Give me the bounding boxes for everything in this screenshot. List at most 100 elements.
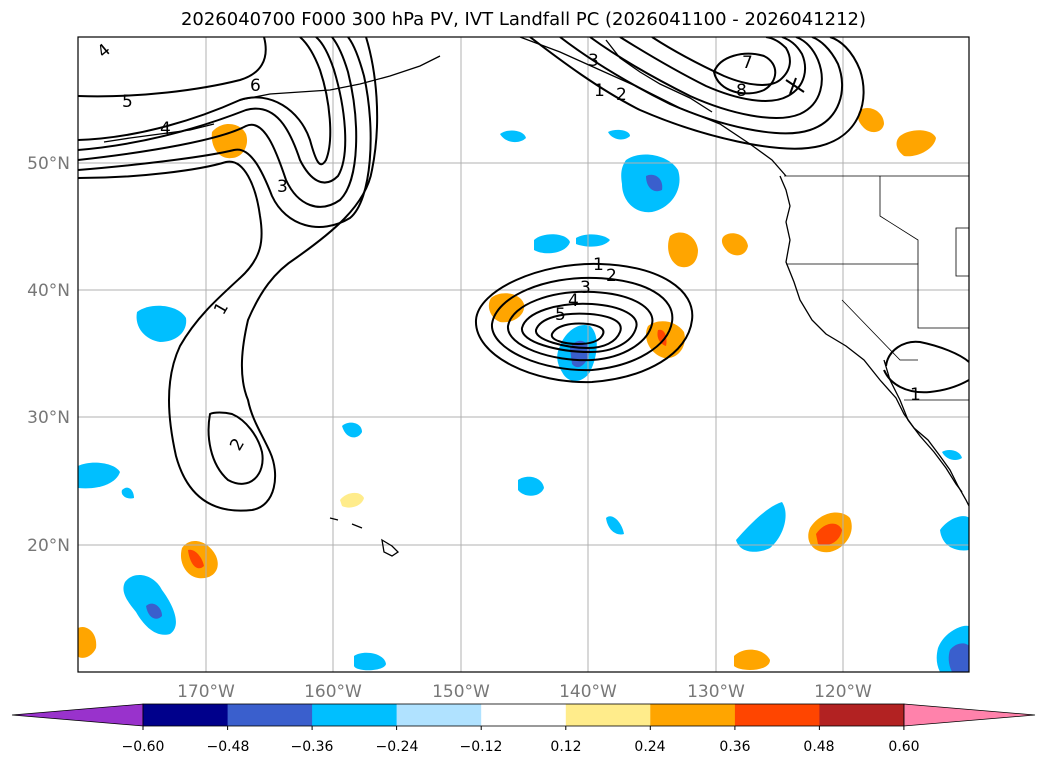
contour-line xyxy=(78,37,372,228)
ivt-shading xyxy=(78,107,969,672)
negative-anomaly xyxy=(576,234,610,247)
aleutian-islands xyxy=(239,55,441,101)
negative-anomaly xyxy=(948,643,969,672)
negative-anomaly xyxy=(136,305,187,342)
colorbar-cell xyxy=(565,704,651,726)
lon-label: 150°W xyxy=(432,682,490,702)
contour-line xyxy=(78,37,358,208)
colorbar-tick-label: 0.48 xyxy=(803,739,834,755)
state-border xyxy=(786,263,969,329)
positive-anomaly xyxy=(340,492,364,508)
lat-label: 40°N xyxy=(27,281,70,301)
contour-label: 3 xyxy=(580,278,591,298)
contour-line xyxy=(785,77,805,95)
contour-line xyxy=(78,37,347,184)
negative-anomaly xyxy=(646,174,663,192)
lon-label: 170°W xyxy=(177,682,235,702)
lon-label: 120°W xyxy=(814,682,872,702)
positive-anomaly xyxy=(857,107,884,133)
colorbar-tick-label: −0.48 xyxy=(207,739,250,755)
hawaiian-islands xyxy=(329,517,400,557)
contour-line xyxy=(712,52,777,95)
colorbar-cell xyxy=(481,704,567,726)
lon-label: 160°W xyxy=(304,682,362,702)
negative-anomaly xyxy=(608,129,630,140)
positive-anomaly xyxy=(734,649,770,670)
colorbar-tick-label: 0.60 xyxy=(888,739,919,755)
negative-anomaly xyxy=(942,450,962,460)
negative-anomaly xyxy=(146,603,162,619)
contour-line xyxy=(529,37,865,150)
contour-line xyxy=(651,37,791,86)
colorbar-cell xyxy=(396,704,482,726)
map-frame xyxy=(77,36,970,673)
contour-label: 7 xyxy=(742,53,753,73)
contour-label: 1 xyxy=(593,255,604,275)
state-border xyxy=(879,176,919,264)
lat-label: 20°N xyxy=(27,536,70,556)
colorbar-extend-max xyxy=(903,703,1036,727)
contour-label: 3 xyxy=(277,177,288,197)
contour-line xyxy=(207,411,264,485)
colorbar-extend-min xyxy=(11,703,144,727)
contour-label: 2 xyxy=(616,85,627,105)
positive-anomaly xyxy=(188,549,204,569)
colorbar-ticks: −0.60 −0.48 −0.36 −0.24 −0.12 0.12 0.24 … xyxy=(122,726,920,755)
contour-label: 6 xyxy=(250,76,261,96)
contour-line xyxy=(885,340,969,367)
positive-anomaly xyxy=(657,329,667,346)
colorbar-cells xyxy=(11,703,1036,727)
contour-line xyxy=(78,37,379,512)
contour-label: 4 xyxy=(160,119,171,139)
graticule xyxy=(78,37,969,672)
longitude-labels: 170°W 160°W 150°W 140°W 130°W 120°W xyxy=(177,682,872,702)
colorbar-cell xyxy=(734,704,820,726)
positive-anomaly xyxy=(78,626,97,658)
lat-label: 30°N xyxy=(27,408,70,428)
contour-line xyxy=(506,290,654,362)
contour-label: 5 xyxy=(122,92,133,112)
lat-label: 50°N xyxy=(27,154,70,174)
political-borders xyxy=(784,175,969,401)
negative-anomaly xyxy=(78,462,120,489)
colorbar-cell xyxy=(819,704,905,726)
negative-anomaly xyxy=(534,234,570,254)
contour-line xyxy=(535,312,622,350)
baja-peninsula xyxy=(883,359,963,493)
contour-line xyxy=(550,322,605,346)
contour-line xyxy=(78,37,267,98)
negative-anomaly xyxy=(342,422,362,438)
contour-line xyxy=(589,37,823,119)
positive-anomaly xyxy=(668,232,698,268)
colorbar-cell xyxy=(227,704,313,726)
colorbar-cell xyxy=(143,704,229,726)
contour-line xyxy=(78,37,332,166)
positive-anomaly xyxy=(816,523,842,546)
contour-label: 3 xyxy=(588,51,599,71)
contour-line xyxy=(474,262,694,384)
lon-label: 140°W xyxy=(559,682,617,702)
negative-anomaly xyxy=(736,502,786,552)
negative-anomaly xyxy=(518,476,544,496)
positive-anomaly xyxy=(721,233,748,256)
contour-label: 5 xyxy=(555,305,566,325)
negative-anomaly xyxy=(500,130,526,143)
contour-line xyxy=(521,302,638,354)
colorbar-frame xyxy=(142,703,905,727)
colorbar-cell xyxy=(312,704,398,726)
map-background xyxy=(78,37,969,672)
colorbar-cell xyxy=(650,704,736,726)
negative-anomaly xyxy=(606,516,624,535)
colorbar: −0.60 −0.48 −0.36 −0.24 −0.12 0.12 0.24 … xyxy=(11,703,1036,755)
state-border xyxy=(841,299,918,361)
lon-label: 130°W xyxy=(687,682,745,702)
aleutian-islands-west xyxy=(103,123,215,143)
contour-line xyxy=(883,369,969,394)
negative-anomaly xyxy=(121,487,134,499)
positive-anomaly xyxy=(896,130,936,157)
colorbar-tick-label: −0.24 xyxy=(376,739,419,755)
pv-contours xyxy=(78,37,969,512)
colorbar-tick-label: 0.12 xyxy=(550,739,581,755)
colorbar-tick-label: 0.36 xyxy=(719,739,750,755)
